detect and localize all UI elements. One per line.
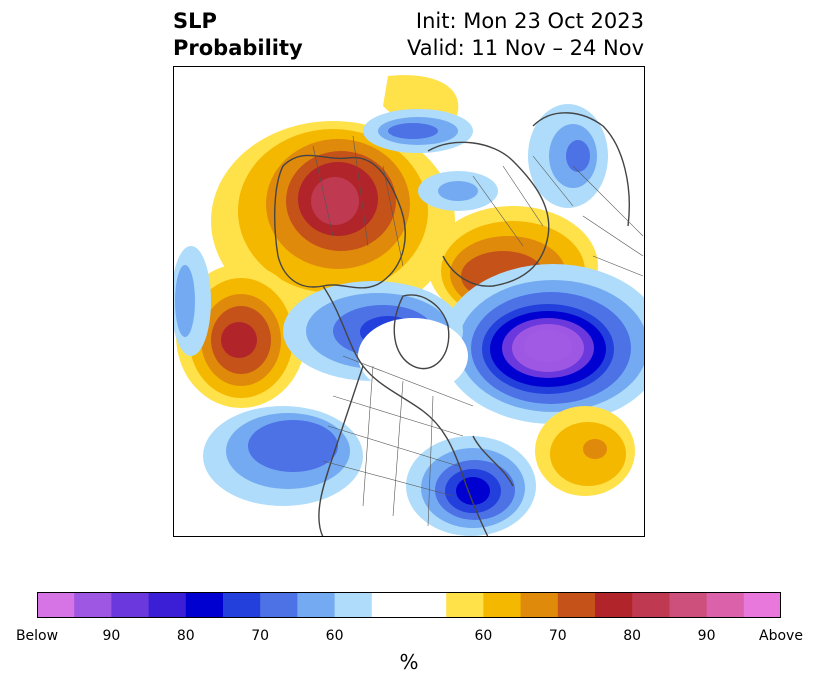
colorbar-swatch bbox=[520, 592, 559, 618]
colorbar-swatch bbox=[297, 592, 336, 618]
colorbar-swatch bbox=[371, 592, 447, 618]
valid-range: Valid: 11 Nov – 24 Nov bbox=[407, 36, 644, 60]
colorbar-tick-label: Below bbox=[15, 628, 59, 644]
title-line-1: SLP bbox=[173, 9, 217, 33]
colorbar-swatch bbox=[185, 592, 224, 618]
colorbar-unit: % bbox=[399, 650, 419, 674]
colorbar-swatch bbox=[74, 592, 112, 618]
colorbar-swatch bbox=[260, 592, 298, 618]
map-border bbox=[173, 66, 645, 537]
title-line-2: Probability bbox=[173, 36, 303, 60]
political-borders bbox=[312, 135, 644, 527]
init-date: Init: Mon 23 Oct 2023 bbox=[415, 9, 644, 33]
western-us-low-anomaly bbox=[203, 406, 363, 506]
colorbar-swatch bbox=[111, 592, 150, 618]
forecast-info: Init: Mon 23 Oct 2023 Valid: 11 Nov – 24… bbox=[407, 8, 644, 62]
colorbar-swatch bbox=[669, 592, 708, 618]
map-panel bbox=[173, 66, 645, 537]
eastern-us-low-anomaly bbox=[406, 436, 536, 536]
colorbar-swatch bbox=[446, 592, 484, 618]
colorbar-swatch bbox=[334, 592, 373, 618]
colorbar-border bbox=[37, 592, 781, 618]
colorbar-tick-label: 60 bbox=[325, 628, 344, 644]
colorbar-swatch bbox=[37, 592, 75, 618]
colorbar-swatch bbox=[595, 592, 633, 618]
colorbar-swatch bbox=[148, 592, 187, 618]
probability-field bbox=[173, 75, 645, 536]
arctic-low-anomaly bbox=[173, 104, 608, 356]
colorbar-tick-label: Above bbox=[759, 628, 803, 644]
map-title: SLP Probability bbox=[173, 8, 303, 62]
colorbar-tick-label: 90 bbox=[102, 628, 121, 644]
canada-low-anomaly bbox=[283, 281, 468, 394]
colorbar-swatch bbox=[483, 592, 522, 618]
colorbar bbox=[37, 592, 781, 618]
colorbar-tick-label: 70 bbox=[251, 628, 270, 644]
colorbar-swatch bbox=[743, 592, 781, 618]
coastlines bbox=[274, 112, 630, 537]
colorbar-swatch bbox=[706, 592, 745, 618]
colorbar-swatch bbox=[557, 592, 596, 618]
colorbar-tick-label: 60 bbox=[474, 628, 493, 644]
colorbar-tick-label: 80 bbox=[176, 628, 195, 644]
colorbar-tick-label: 70 bbox=[548, 628, 567, 644]
colorbar-swatch bbox=[223, 592, 261, 618]
colorbar-swatch bbox=[632, 592, 670, 618]
colorbar-tick-label: 80 bbox=[623, 628, 642, 644]
colorbar-tick-label: 90 bbox=[697, 628, 716, 644]
atlantic-high-anomaly bbox=[535, 406, 635, 496]
atlantic-low-anomaly bbox=[441, 264, 645, 424]
